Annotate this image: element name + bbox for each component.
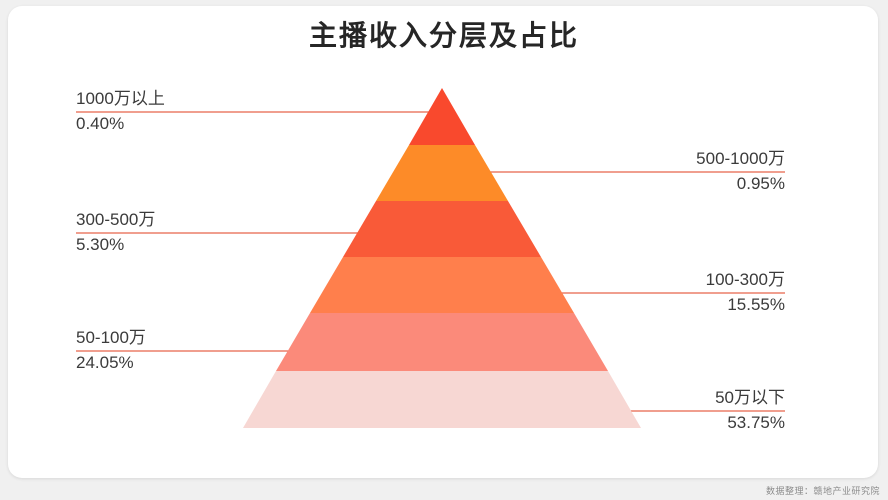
label-50wan-minus: 50万以下 53.75% [715, 385, 785, 435]
pyramid-band-300-500wan[interactable] [343, 201, 541, 257]
label-100-300wan: 100-300万 15.55% [706, 267, 785, 317]
label-value: 0.95% [736, 174, 785, 193]
label-value: 0.40% [76, 114, 125, 133]
label-name: 300-500万 [76, 210, 156, 229]
label-1000wan-plus: 1000万以上 0.40% [76, 86, 165, 136]
label-value: 15.55% [727, 295, 785, 314]
label-50-100wan: 50-100万 24.05% [76, 325, 146, 375]
label-value: 24.05% [76, 353, 134, 372]
pyramid-band-500-1000wan[interactable] [376, 145, 508, 201]
label-value: 5.30% [76, 235, 125, 254]
label-300-500wan: 300-500万 5.30% [76, 207, 155, 257]
label-name: 100-300万 [705, 270, 785, 289]
label-name: 50万以下 [715, 388, 785, 407]
pyramid-band-1000wan-plus[interactable] [409, 88, 475, 145]
pyramid-band-50-100wan[interactable] [276, 313, 608, 371]
pyramid-band-100-300wan[interactable] [310, 257, 574, 313]
label-value: 53.75% [727, 413, 785, 432]
source-note: 数据整理：赣地产业研究院 [765, 486, 880, 496]
page-title: 主播收入分层及占比 [308, 20, 579, 51]
label-name: 50-100万 [76, 328, 146, 347]
pyramid-band-50wan-minus[interactable] [243, 371, 641, 428]
label-name: 500-1000万 [696, 149, 785, 168]
label-name: 1000万以上 [76, 89, 165, 108]
label-500-1000wan: 500-1000万 0.95% [696, 146, 785, 196]
